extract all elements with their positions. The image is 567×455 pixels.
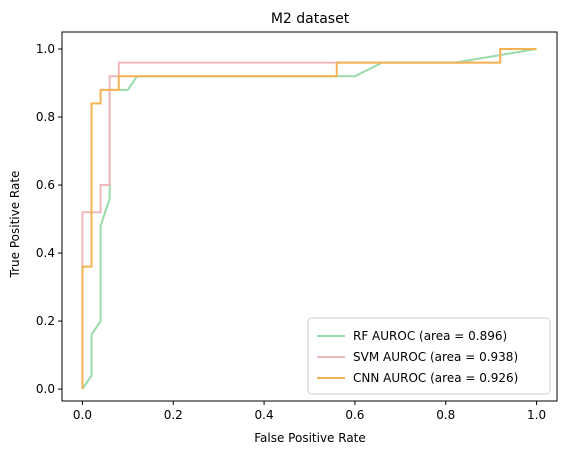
x-tick-label: 0.0 [73, 408, 92, 422]
series-line-3 [81, 48, 537, 390]
x-tick-label: 0.6 [345, 408, 364, 422]
axes: 0.0 0.2 0.4 0.6 0.8 1.0 0.0 0.2 0.4 0.6 0.8 1.0 [36, 31, 558, 422]
legend-label: RF AUROC (area = 0.896) [353, 329, 507, 343]
y-axis-label: True Positive Rate [8, 171, 22, 279]
x-tick-label: 1.0 [527, 408, 546, 422]
y-tick-label: 0.6 [36, 178, 55, 192]
y-tick-label: 0.4 [36, 246, 55, 260]
y-tick-label: 0.8 [36, 110, 55, 124]
plot-frame [61, 31, 558, 402]
x-tick-label: 0.2 [164, 408, 183, 422]
y-tick-label: 1.0 [36, 42, 55, 56]
x-tick-label: 0.4 [255, 408, 274, 422]
legend-label: SVM AUROC (area = 0.938) [353, 350, 518, 364]
legend-label: CNN AUROC (area = 0.926) [353, 371, 518, 385]
y-tick-label: 0.2 [36, 314, 55, 328]
legend-box [307, 317, 551, 395]
x-tick-label: 0.8 [436, 408, 455, 422]
plot-lines [81, 48, 537, 390]
chart-title: M2 dataset [271, 11, 350, 27]
y-tick-label: 0.0 [36, 382, 55, 396]
x-axis-label: False Positive Rate [254, 431, 366, 445]
legend: RF AUROC (area = 0.896) SVM AUROC (area =… [307, 317, 551, 395]
